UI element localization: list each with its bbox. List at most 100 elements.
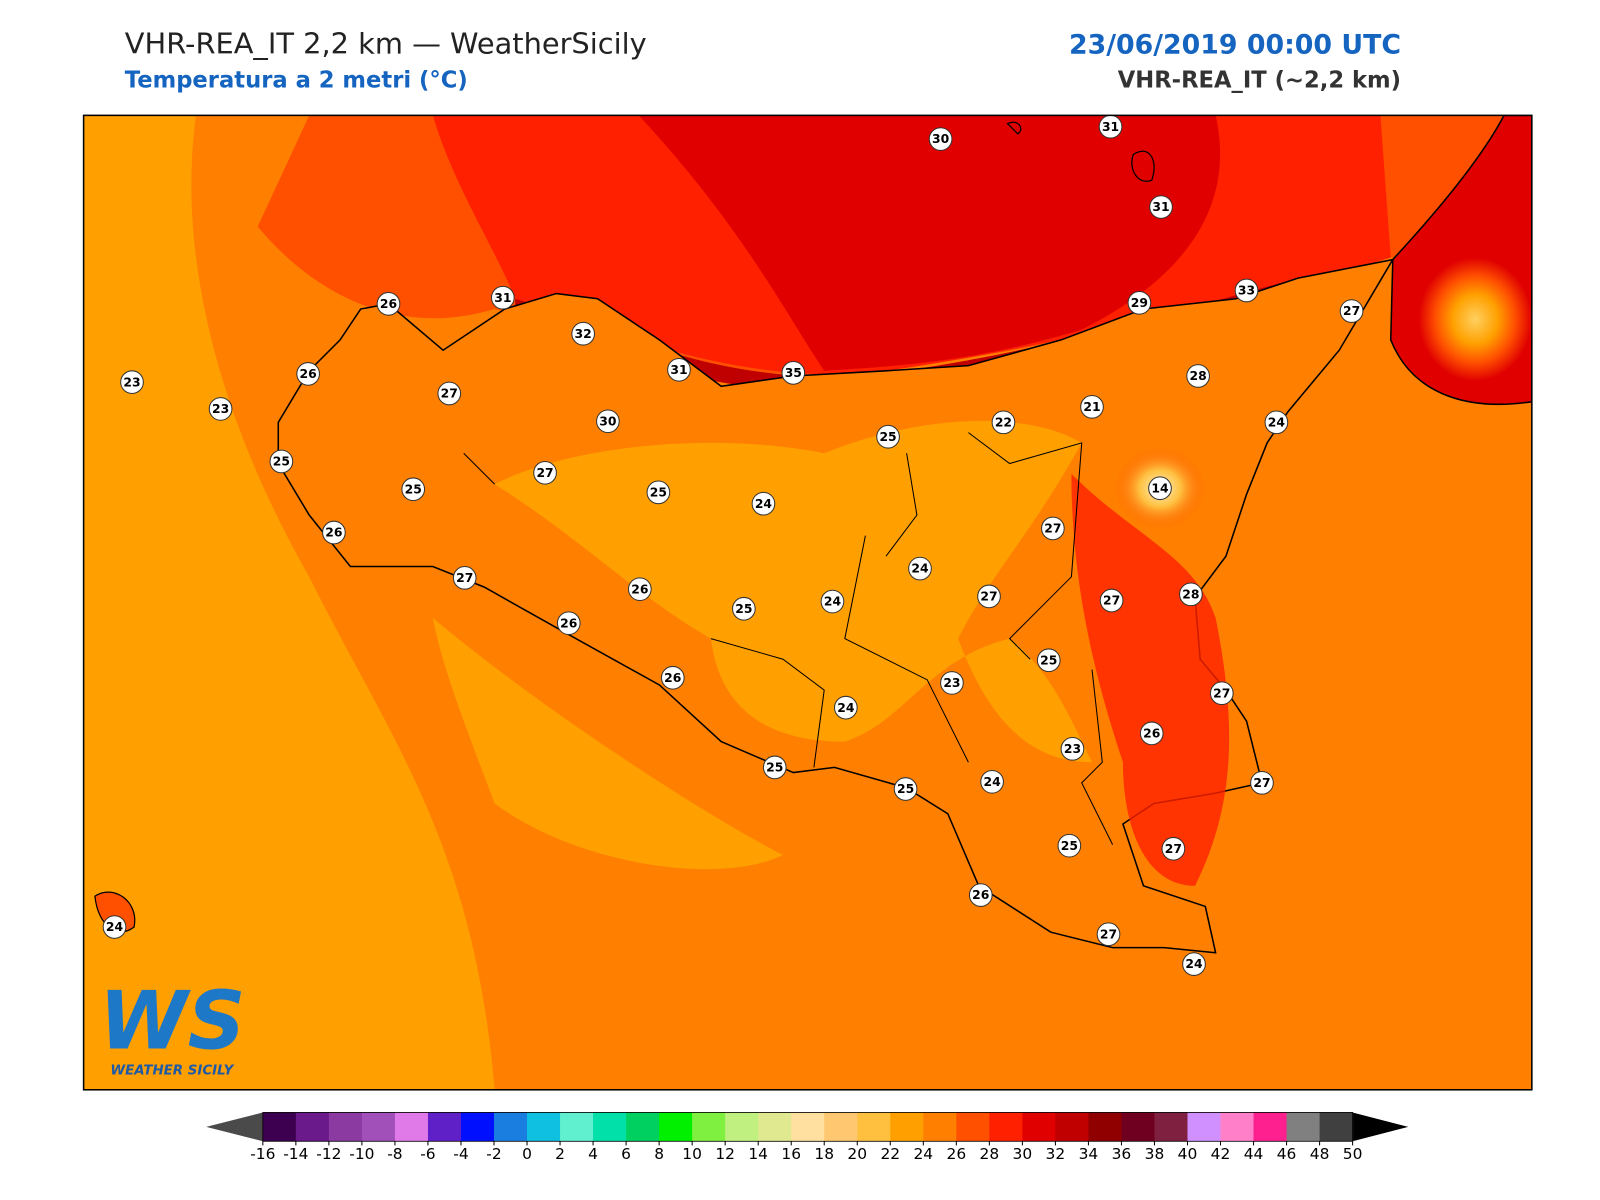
station-marker (1060, 736, 1085, 761)
colorbar-swatch (1154, 1112, 1189, 1142)
colorbar-tick-label: 34 (1079, 1145, 1099, 1163)
colorbar-tick-label: -6 (420, 1145, 435, 1163)
station: 25 (732, 596, 756, 621)
station: 33 (1234, 278, 1259, 303)
station: 25 (646, 480, 671, 505)
station: 23 (940, 671, 964, 695)
colorbar-swatch (659, 1112, 693, 1142)
station-marker (571, 321, 596, 346)
station: 24 (980, 769, 1004, 794)
station: 24 (102, 915, 127, 939)
station-value: 14 (1151, 481, 1169, 495)
station-marker (820, 589, 845, 614)
station: 26 (296, 362, 320, 386)
colorbar-swatch (361, 1112, 396, 1142)
station-value: 33 (1238, 284, 1255, 298)
colorbar-swatch (791, 1112, 825, 1142)
station-marker (732, 596, 756, 621)
station: 31 (667, 357, 691, 382)
station: 29 (1127, 290, 1152, 315)
station-marker (208, 397, 233, 421)
station-value: 27 (1165, 842, 1182, 856)
colorbar-swatch (1121, 1112, 1155, 1142)
station: 23 (1060, 736, 1085, 761)
station: 27 (1161, 836, 1186, 861)
colorbar-swatch (923, 1112, 957, 1142)
station-marker (908, 556, 932, 581)
station-value: 24 (824, 595, 842, 609)
station: 24 (820, 589, 845, 614)
colorbar-swatch (1286, 1112, 1321, 1142)
station-value: 25 (273, 455, 290, 469)
station-marker (1186, 364, 1210, 388)
station-value: 24 (984, 775, 1002, 789)
station-value: 31 (670, 363, 687, 377)
colorbar-tick-label: 10 (682, 1145, 702, 1163)
station-marker (322, 520, 346, 545)
station-value: 21 (1083, 400, 1100, 414)
station: 14 (1148, 476, 1172, 501)
colorbar-tick-label: 28 (980, 1145, 1000, 1163)
cool-inland (494, 420, 1093, 763)
map-frame (82, 114, 1533, 1091)
colorbar-tick-label: 22 (880, 1145, 900, 1163)
colorbar-swatch (394, 1112, 429, 1142)
station: 24 (1264, 410, 1289, 435)
station: 24 (833, 695, 858, 720)
station-marker (1096, 922, 1121, 947)
station-value: 28 (1182, 587, 1199, 601)
station-marker (627, 577, 652, 602)
colorbar-tick-label: 40 (1178, 1145, 1198, 1163)
warm-east (1071, 473, 1230, 886)
colorbar-tick-label: 46 (1277, 1145, 1297, 1163)
colorbar-swatch (758, 1112, 792, 1142)
station-marker (928, 127, 953, 151)
station-value: 27 (1044, 522, 1061, 536)
station-marker (980, 769, 1004, 794)
station-value: 26 (631, 582, 648, 596)
station: 31 (490, 285, 515, 310)
colorbar-swatch (1253, 1112, 1288, 1142)
colorbar-tick-label: 30 (1013, 1145, 1033, 1163)
colorbar: -16 -14 -12 -10 -8 -6 -4 -2 0 2 4 6 8 10 12 14 16 18 20 22 2… (206, 1112, 1409, 1163)
station-marker (977, 584, 1001, 609)
station-marker (660, 665, 685, 690)
station-value: 28 (1190, 369, 1207, 383)
station-marker (833, 695, 858, 720)
station-value: 32 (575, 327, 592, 341)
station-marker (102, 915, 127, 939)
station-marker (751, 491, 776, 516)
colorbar-tick-label: -10 (349, 1145, 374, 1163)
colorbar-tick-label: 32 (1046, 1145, 1066, 1163)
station: 26 (376, 292, 401, 316)
station: 27 (1096, 922, 1121, 947)
station-marker (1148, 476, 1172, 501)
station-value: 26 (325, 526, 342, 540)
station: 27 (437, 381, 462, 406)
subtitle: Temperatura a 2 metri (°C) (125, 68, 468, 94)
colorbar-swatch (692, 1112, 726, 1142)
station: 24 (908, 556, 932, 581)
colorbar-swatch (493, 1112, 528, 1142)
station-value: 25 (879, 430, 896, 444)
station-value: 24 (911, 562, 929, 576)
colorbar-swatch (328, 1112, 363, 1142)
station: 25 (269, 449, 294, 474)
station: 28 (1179, 582, 1203, 607)
station-value: 31 (494, 291, 511, 305)
cool-sea (83, 115, 495, 1090)
station-marker (269, 449, 294, 474)
station-value: 27 (1100, 927, 1117, 941)
map: WS WEATHER SICILY 30 31 31 26 31 32 31 35 29 33 27… (83, 115, 1532, 1090)
station: 26 (322, 520, 346, 545)
station: 23 (120, 370, 144, 394)
station-marker (940, 671, 964, 695)
station-marker (1250, 770, 1274, 795)
colorbar-tick-label: 36 (1112, 1145, 1132, 1163)
station-value: 31 (1102, 120, 1119, 134)
colorbar-tick-label: 2 (555, 1145, 565, 1163)
colorbar-outline (262, 1112, 1354, 1142)
colorbar-tick-label: 24 (913, 1145, 933, 1163)
station-marker (991, 410, 1016, 435)
station-marker (1179, 582, 1203, 607)
